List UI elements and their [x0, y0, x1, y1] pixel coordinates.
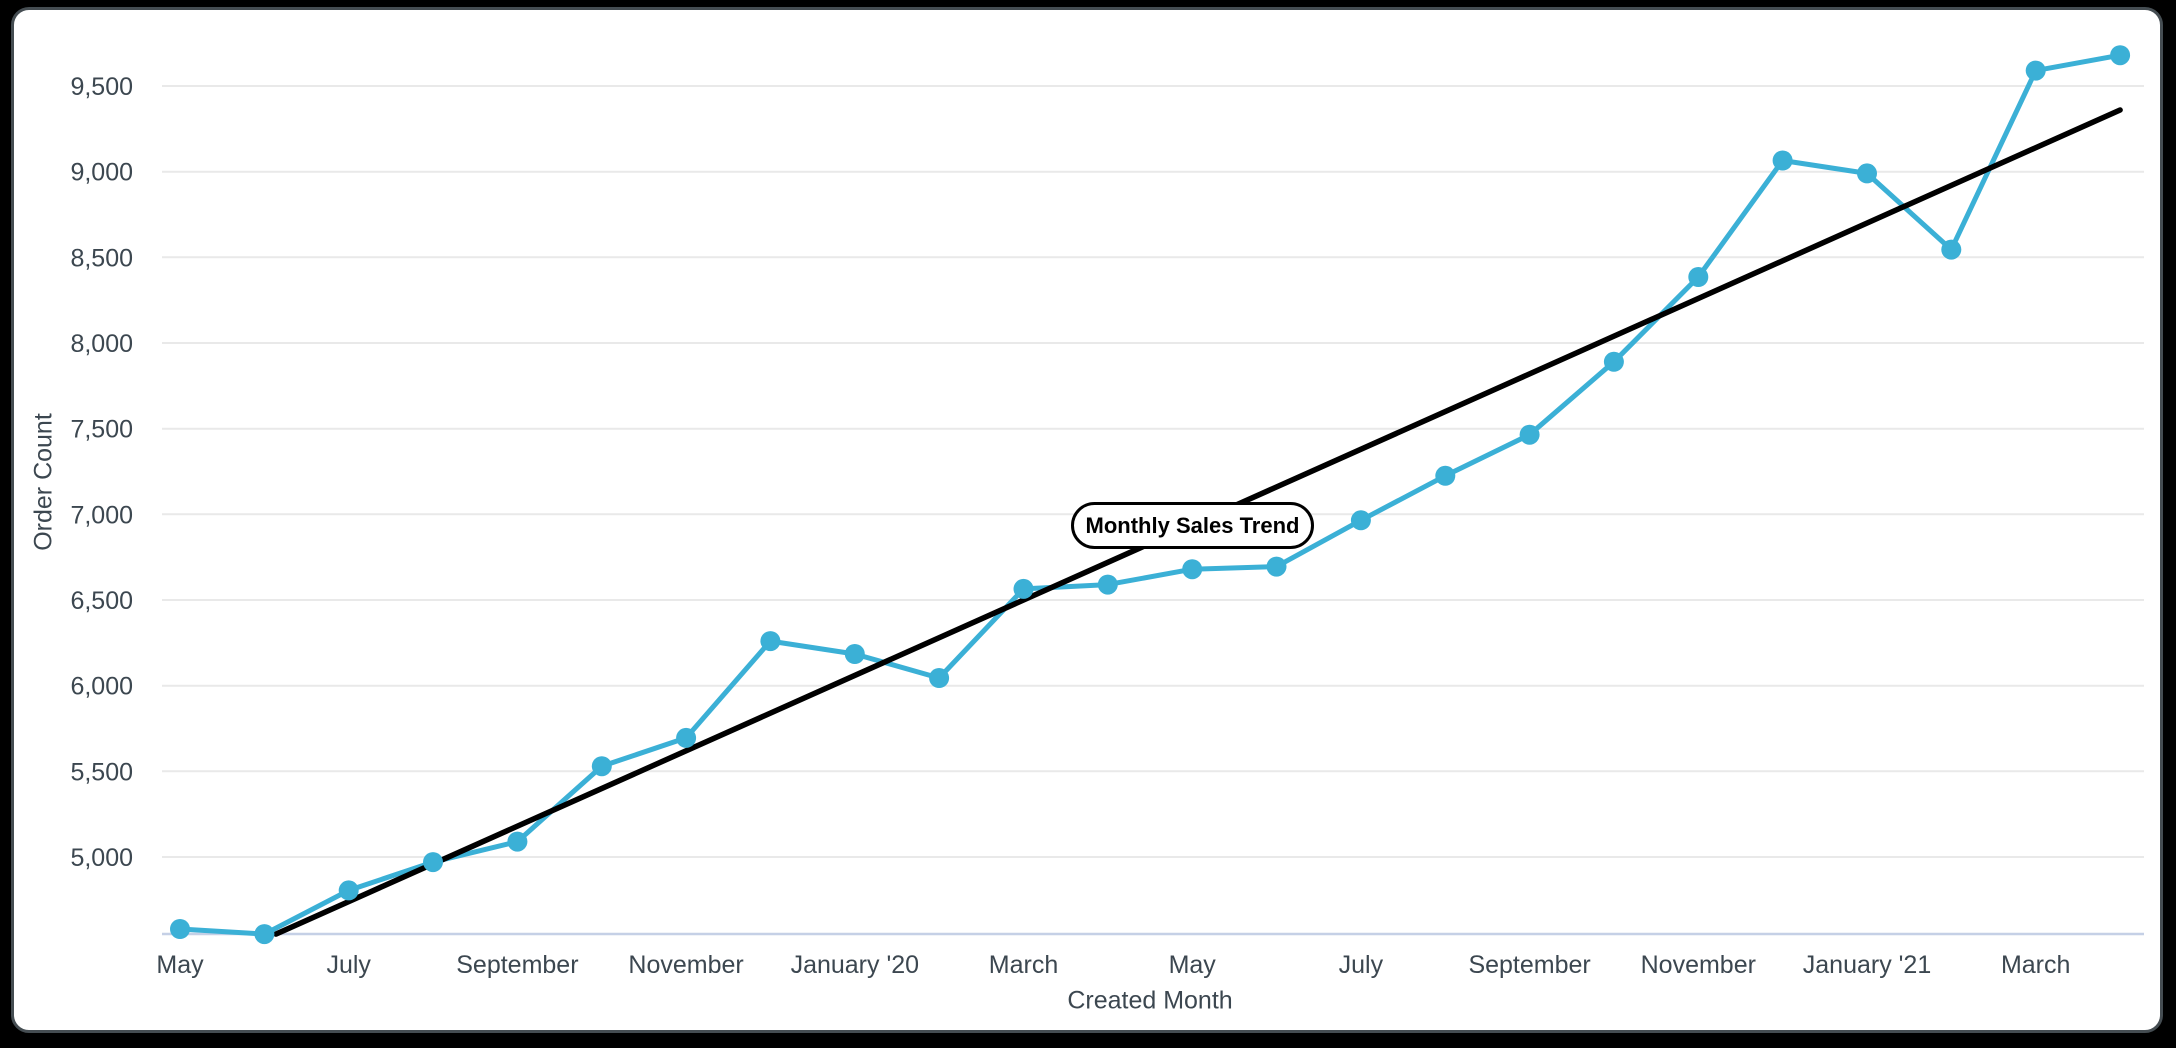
data-point[interactable] [2110, 45, 2131, 66]
data-point[interactable] [1941, 239, 1962, 260]
data-point[interactable] [1182, 559, 1203, 580]
sales-line [177, 52, 2123, 937]
data-point[interactable] [1772, 150, 1793, 171]
data-point[interactable] [1097, 574, 1118, 595]
data-point[interactable] [591, 756, 612, 777]
data-point[interactable] [1266, 556, 1287, 577]
x-tick-label: September [456, 951, 578, 979]
data-point[interactable] [676, 727, 697, 748]
data-point[interactable] [1519, 424, 1540, 445]
x-tick-label: September [1468, 951, 1590, 979]
data-point[interactable] [2025, 60, 2046, 81]
y-axis-title: Order Count [29, 413, 58, 551]
data-point[interactable] [1603, 351, 1624, 372]
y-tick-label: 7,000 [70, 501, 133, 529]
data-point[interactable] [170, 919, 190, 939]
y-tick-label: 7,500 [70, 416, 133, 444]
data-point[interactable] [507, 831, 528, 852]
data-point[interactable] [1350, 510, 1371, 531]
x-tick-label: July [1339, 951, 1384, 979]
x-tick-label: March [989, 951, 1058, 979]
data-point[interactable] [1688, 267, 1709, 287]
x-tick-label: May [156, 951, 204, 979]
data-point[interactable] [338, 880, 359, 901]
y-tick-label: 9,000 [70, 159, 133, 187]
y-tick-label: 9,500 [70, 73, 133, 101]
data-point[interactable] [423, 852, 443, 873]
y-tick-label: 8,500 [70, 244, 133, 272]
x-tick-label: July [326, 951, 371, 979]
x-tick-label: January '20 [791, 951, 919, 979]
x-tick-label: November [1641, 951, 1756, 979]
data-point[interactable] [1857, 163, 1877, 184]
x-tick-label: March [2001, 951, 2070, 979]
data-point[interactable] [1435, 465, 1456, 486]
trend-label-pill: Monthly Sales Trend [1071, 502, 1314, 549]
y-tick-label: 5,000 [70, 844, 133, 872]
data-point[interactable] [929, 668, 950, 688]
x-tick-label: May [1169, 951, 1217, 979]
data-point[interactable] [254, 924, 275, 945]
y-tick-label: 8,000 [70, 330, 133, 358]
y-tick-label: 5,500 [70, 758, 133, 786]
y-tick-label: 6,500 [70, 587, 133, 615]
y-tick-label: 6,000 [70, 673, 133, 701]
data-point[interactable] [760, 631, 781, 652]
x-tick-label: January '21 [1803, 951, 1931, 979]
x-tick-label: November [628, 951, 743, 979]
data-point[interactable] [844, 644, 865, 664]
data-point[interactable] [1013, 578, 1034, 599]
x-axis-title: Created Month [1067, 986, 1233, 1015]
